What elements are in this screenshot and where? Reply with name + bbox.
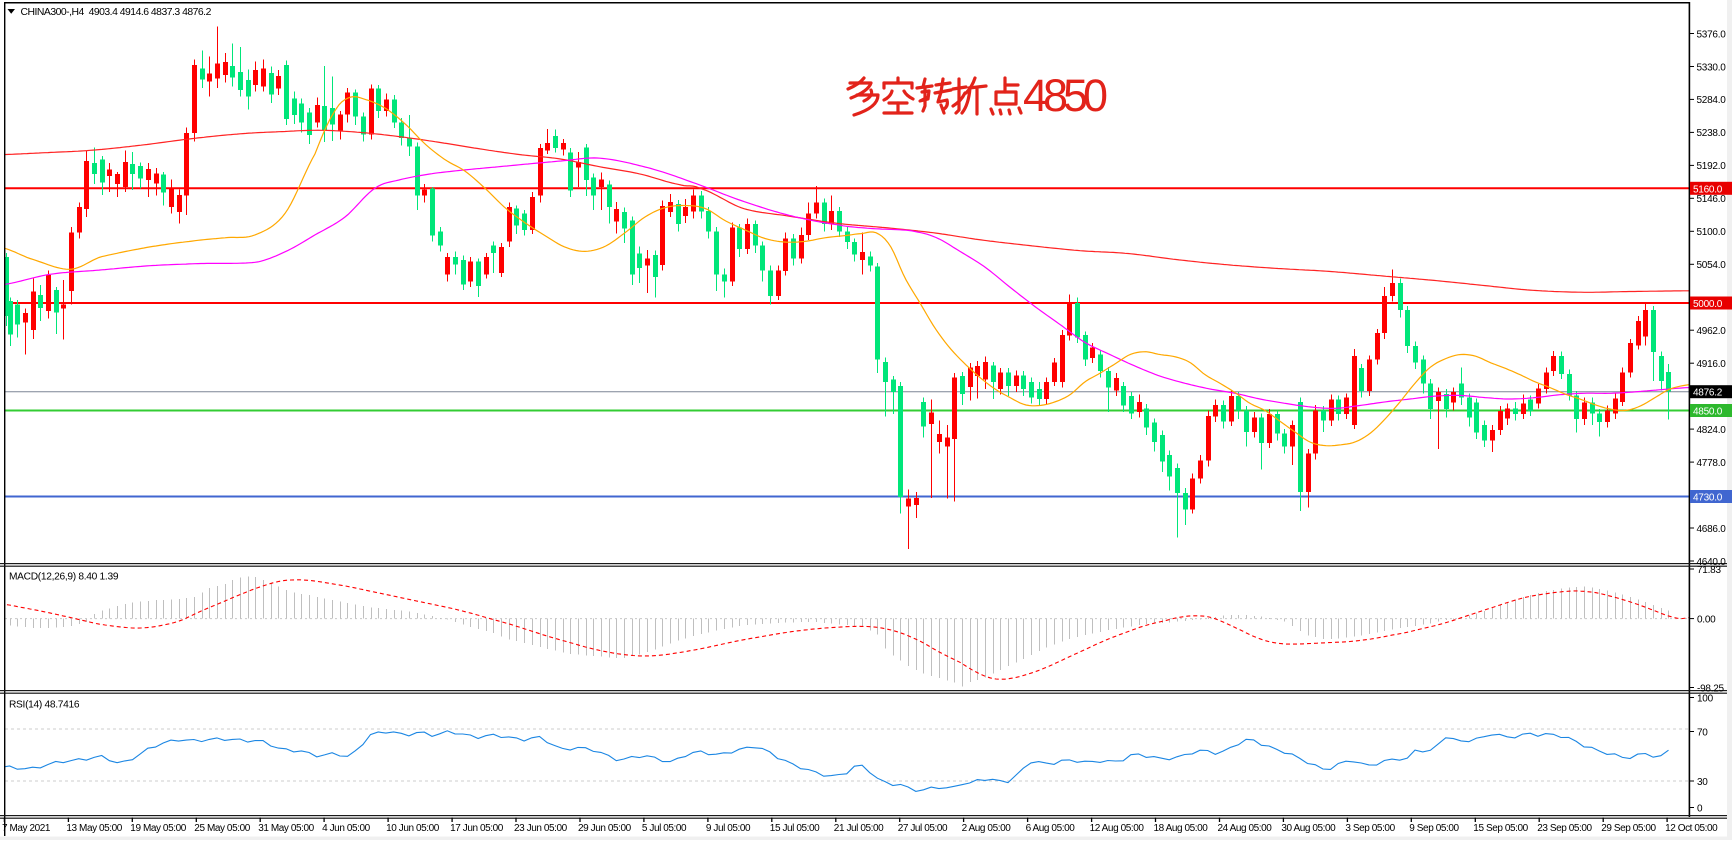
svg-text:4824.0: 4824.0: [1697, 425, 1727, 436]
svg-text:29 Jun 05:00: 29 Jun 05:00: [578, 823, 632, 834]
svg-text:5146.0: 5146.0: [1697, 194, 1727, 205]
svg-text:17 Jun 05:00: 17 Jun 05:00: [450, 823, 504, 834]
svg-text:CHINA300-,H4 4903.4 4914.6 48: CHINA300-,H4 4903.4 4914.6 4837.3 4876.2: [21, 7, 212, 18]
svg-text:9 Sep 05:00: 9 Sep 05:00: [1409, 823, 1459, 834]
svg-text:15 Jul 05:00: 15 Jul 05:00: [770, 823, 820, 834]
svg-text:6 Aug 05:00: 6 Aug 05:00: [1026, 823, 1076, 834]
svg-text:23 Jun 05:00: 23 Jun 05:00: [514, 823, 568, 834]
svg-text:30: 30: [1697, 777, 1708, 788]
svg-text:MACD(12,26,9) 8.40 1.39: MACD(12,26,9) 8.40 1.39: [9, 572, 119, 583]
svg-text:12 Oct 05:00: 12 Oct 05:00: [1665, 823, 1718, 834]
svg-text:5 Jul 05:00: 5 Jul 05:00: [642, 823, 687, 834]
svg-text:4686.0: 4686.0: [1697, 524, 1727, 535]
svg-text:5238.0: 5238.0: [1697, 128, 1727, 139]
svg-text:2 Aug 05:00: 2 Aug 05:00: [962, 823, 1012, 834]
svg-text:4916.0: 4916.0: [1697, 359, 1727, 370]
svg-text:71.83: 71.83: [1697, 565, 1721, 576]
svg-text:4850.0: 4850.0: [1693, 407, 1723, 418]
svg-text:5054.0: 5054.0: [1697, 260, 1727, 271]
svg-text:4 Jun 05:00: 4 Jun 05:00: [322, 823, 371, 834]
svg-text:5330.0: 5330.0: [1697, 62, 1727, 73]
svg-text:15 Sep 05:00: 15 Sep 05:00: [1473, 823, 1528, 834]
svg-text:9 Jul 05:00: 9 Jul 05:00: [706, 823, 751, 834]
svg-text:19 May 05:00: 19 May 05:00: [130, 823, 186, 834]
svg-text:21 Jul 05:00: 21 Jul 05:00: [834, 823, 884, 834]
svg-text:23 Sep 05:00: 23 Sep 05:00: [1537, 823, 1592, 834]
svg-text:18 Aug 05:00: 18 Aug 05:00: [1154, 823, 1209, 834]
svg-text:RSI(14) 48.7416: RSI(14) 48.7416: [9, 700, 80, 711]
svg-text:24 Aug 05:00: 24 Aug 05:00: [1218, 823, 1273, 834]
svg-text:25 May 05:00: 25 May 05:00: [194, 823, 250, 834]
svg-text:3 Sep 05:00: 3 Sep 05:00: [1345, 823, 1395, 834]
svg-text:0.00: 0.00: [1697, 614, 1716, 625]
svg-text:27 Jul 05:00: 27 Jul 05:00: [898, 823, 948, 834]
svg-text:5100.0: 5100.0: [1697, 227, 1727, 238]
svg-text:5192.0: 5192.0: [1697, 161, 1727, 172]
svg-text:4778.0: 4778.0: [1697, 458, 1727, 469]
svg-text:10 Jun 05:00: 10 Jun 05:00: [386, 823, 440, 834]
svg-text:30 Aug 05:00: 30 Aug 05:00: [1281, 823, 1336, 834]
svg-text:4850: 4850: [1023, 70, 1108, 121]
svg-text:29 Sep 05:00: 29 Sep 05:00: [1601, 823, 1656, 834]
svg-text:4730.0: 4730.0: [1693, 493, 1723, 504]
svg-text:5000.0: 5000.0: [1693, 299, 1723, 310]
svg-text:0: 0: [1697, 803, 1703, 814]
svg-text:4962.0: 4962.0: [1697, 326, 1727, 337]
svg-text:-98.25: -98.25: [1697, 683, 1725, 694]
svg-text:70: 70: [1697, 727, 1708, 738]
svg-text:31 May 05:00: 31 May 05:00: [258, 823, 314, 834]
svg-text:5160.0: 5160.0: [1693, 184, 1723, 195]
svg-text:100: 100: [1697, 693, 1714, 704]
svg-text:4640.0: 4640.0: [1697, 557, 1727, 568]
svg-text:4876.2: 4876.2: [1693, 388, 1723, 399]
svg-text:5284.0: 5284.0: [1697, 95, 1727, 106]
svg-text:5376.0: 5376.0: [1697, 29, 1727, 40]
svg-text:7 May 2021: 7 May 2021: [2, 823, 51, 834]
svg-text:13 May 05:00: 13 May 05:00: [66, 823, 122, 834]
svg-text:12 Aug 05:00: 12 Aug 05:00: [1090, 823, 1145, 834]
